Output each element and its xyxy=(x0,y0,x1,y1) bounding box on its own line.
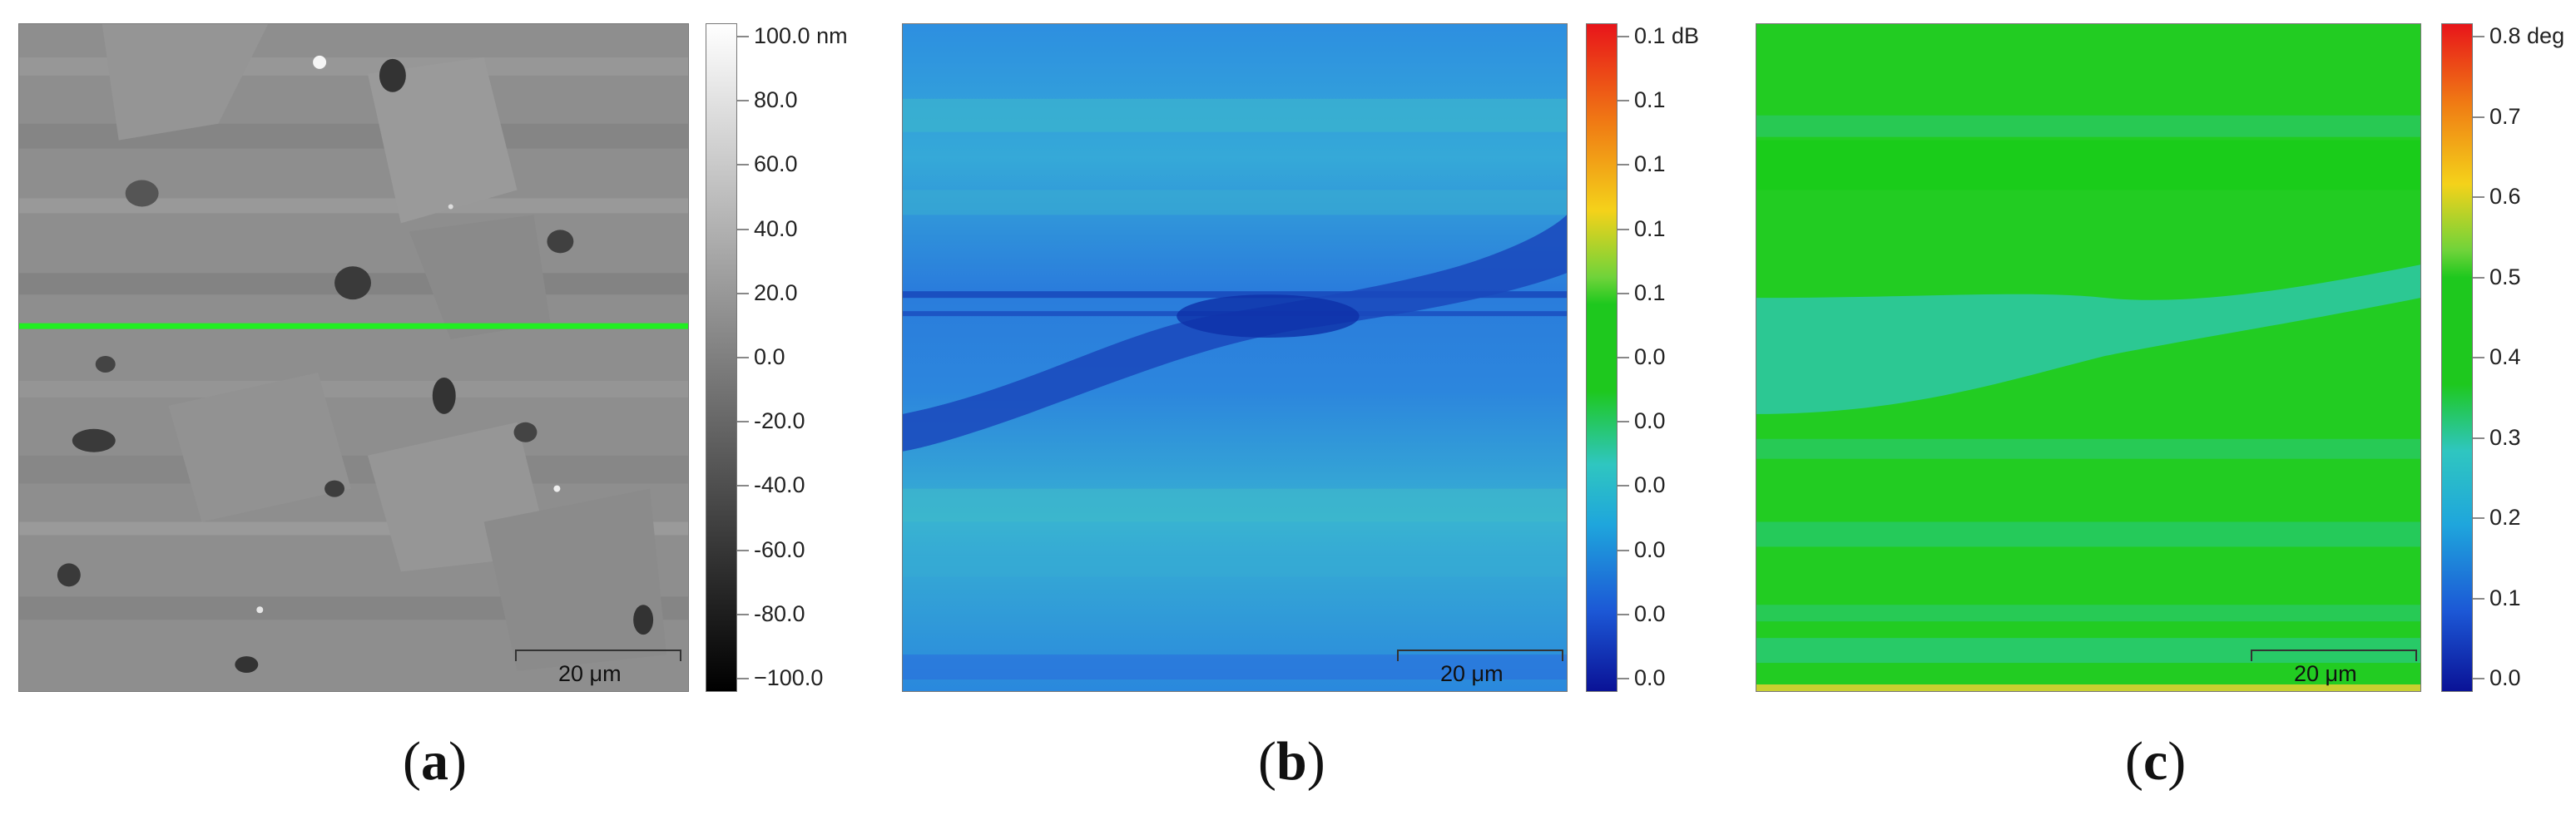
colorbar-tick-label: 0.5 xyxy=(2489,264,2521,289)
colorbar-tick-label: 0.1 xyxy=(2489,585,2521,610)
colorbar-tick xyxy=(1617,421,1629,423)
colorbar-tick-label: 0.0 xyxy=(1634,665,1666,690)
amplitude-colorbar xyxy=(1586,23,1617,692)
colorbar-tick-label: -20.0 xyxy=(754,408,805,434)
colorbar-tick-label: 0.1 dB xyxy=(1634,23,1700,48)
colorbar-tick-label: -80.0 xyxy=(754,600,805,626)
colorbar-tick-label: 0.1 xyxy=(1634,215,1666,241)
colorbar-tick-label: 0.0 xyxy=(1634,408,1666,434)
topography-colorbar xyxy=(706,23,737,692)
colorbar-tick xyxy=(1617,228,1629,230)
colorbar-tick-label: 0.3 xyxy=(2489,424,2521,450)
colorbar-tick xyxy=(2473,196,2484,198)
amplitude-image: 20 μm xyxy=(902,23,1568,692)
colorbar-tick xyxy=(1617,613,1629,615)
panel-caption-b: (b) xyxy=(1258,731,1325,792)
colorbar-tick-label: 20.0 xyxy=(754,279,798,305)
colorbar-tick-label: -60.0 xyxy=(754,536,805,562)
colorbar-tick-label: 100.0 nm xyxy=(754,23,848,48)
colorbar-tick xyxy=(737,100,749,102)
colorbar-tick xyxy=(2473,517,2484,519)
scale-bar xyxy=(1397,650,1563,661)
colorbar-tick-label: 0.2 xyxy=(2489,505,2521,530)
colorbar-tick xyxy=(737,357,749,358)
panel-caption-c: (c) xyxy=(2125,731,2187,792)
colorbar-tick xyxy=(2473,597,2484,600)
colorbar-tick xyxy=(1617,100,1629,102)
colorbar-tick-label: 0.4 xyxy=(2489,344,2521,369)
topography-image: 20 μm xyxy=(18,23,689,692)
colorbar-tick-label: 0.0 xyxy=(754,344,785,369)
colorbar-tick-label: 40.0 xyxy=(754,215,798,241)
colorbar-tick xyxy=(2473,36,2484,37)
colorbar-tick xyxy=(1617,678,1629,679)
colorbar-tick xyxy=(1617,36,1629,37)
colorbar-tick-label: 0.6 xyxy=(2489,184,2521,209)
scale-bar-label: 20 μm xyxy=(558,661,622,686)
colorbar-tick xyxy=(737,485,749,487)
colorbar-tick-label: 0.7 xyxy=(2489,103,2521,129)
phase-map xyxy=(1756,24,2420,691)
colorbar-tick-label: 0.0 xyxy=(1634,344,1666,369)
phase-image: 20 μm xyxy=(1756,23,2421,692)
colorbar-tick-label: 0.0 xyxy=(1634,600,1666,626)
colorbar-tick xyxy=(737,164,749,166)
colorbar-tick xyxy=(737,228,749,230)
colorbar-tick xyxy=(1617,357,1629,358)
scale-bar-label: 20 μm xyxy=(1440,661,1503,686)
colorbar-tick-label: -40.0 xyxy=(754,472,805,498)
colorbar-tick xyxy=(1617,164,1629,166)
scale-bar xyxy=(2251,650,2417,661)
colorbar-tick xyxy=(2473,276,2484,279)
colorbar-tick-label: 0.0 xyxy=(2489,665,2521,690)
scale-bar xyxy=(515,650,681,661)
colorbar-tick-label: 0.0 xyxy=(1634,536,1666,562)
topography-map xyxy=(19,24,688,691)
colorbar-tick-label: 0.0 xyxy=(1634,472,1666,498)
colorbar-tick xyxy=(2473,116,2484,118)
colorbar-tick-label: 0.1 xyxy=(1634,279,1666,305)
phase-colorbar xyxy=(2441,23,2473,692)
scale-bar-label: 20 μm xyxy=(2294,661,2357,686)
colorbar-tick-label: 0.1 xyxy=(1634,151,1666,177)
colorbar-tick xyxy=(1617,485,1629,487)
colorbar-tick xyxy=(737,36,749,37)
colorbar-tick xyxy=(737,613,749,615)
colorbar-tick xyxy=(737,549,749,551)
colorbar-tick-label: 0.8 deg xyxy=(2489,23,2565,48)
colorbar-tick-label: 0.1 xyxy=(1634,87,1666,113)
colorbar-tick xyxy=(1617,549,1629,551)
colorbar-tick-label: −100.0 xyxy=(754,665,824,690)
panel-caption-a: (a) xyxy=(403,731,467,792)
colorbar-tick xyxy=(2473,678,2484,679)
colorbar-tick-label: 80.0 xyxy=(754,87,798,113)
colorbar-tick xyxy=(2473,437,2484,439)
colorbar-tick xyxy=(737,421,749,423)
colorbar-tick-label: 60.0 xyxy=(754,151,798,177)
colorbar-tick xyxy=(2473,357,2484,358)
colorbar-tick xyxy=(1617,292,1629,294)
colorbar-tick xyxy=(737,292,749,294)
amplitude-map xyxy=(903,24,1567,691)
colorbar-tick xyxy=(737,678,749,679)
